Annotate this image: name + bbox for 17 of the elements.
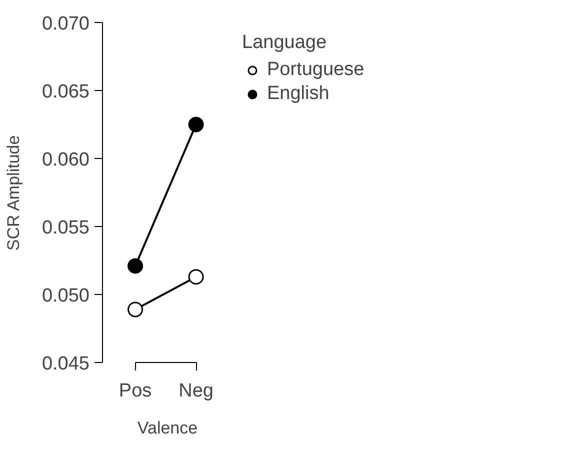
y-tick-label: 0.045 bbox=[42, 354, 90, 374]
y-tick-label: 0.070 bbox=[42, 14, 90, 34]
point bbox=[128, 302, 144, 318]
point bbox=[128, 258, 144, 274]
x-tick-label: Pos bbox=[118, 380, 152, 402]
legend-label: English bbox=[267, 83, 330, 105]
x-axis-title: Valence bbox=[137, 418, 198, 438]
y-tick-label: 0.060 bbox=[42, 150, 90, 170]
y-axis-title: SCR Amplitude bbox=[4, 135, 23, 251]
point bbox=[188, 269, 204, 285]
point bbox=[188, 116, 204, 132]
y-tick-label: 0.050 bbox=[42, 286, 90, 306]
x-tick-label: Neg bbox=[178, 380, 214, 402]
y-tick-label: 0.065 bbox=[42, 82, 90, 102]
legend-title: Language bbox=[242, 32, 328, 54]
y-tick-label: 0.055 bbox=[42, 218, 90, 238]
legend-label: Portuguese bbox=[267, 59, 364, 81]
